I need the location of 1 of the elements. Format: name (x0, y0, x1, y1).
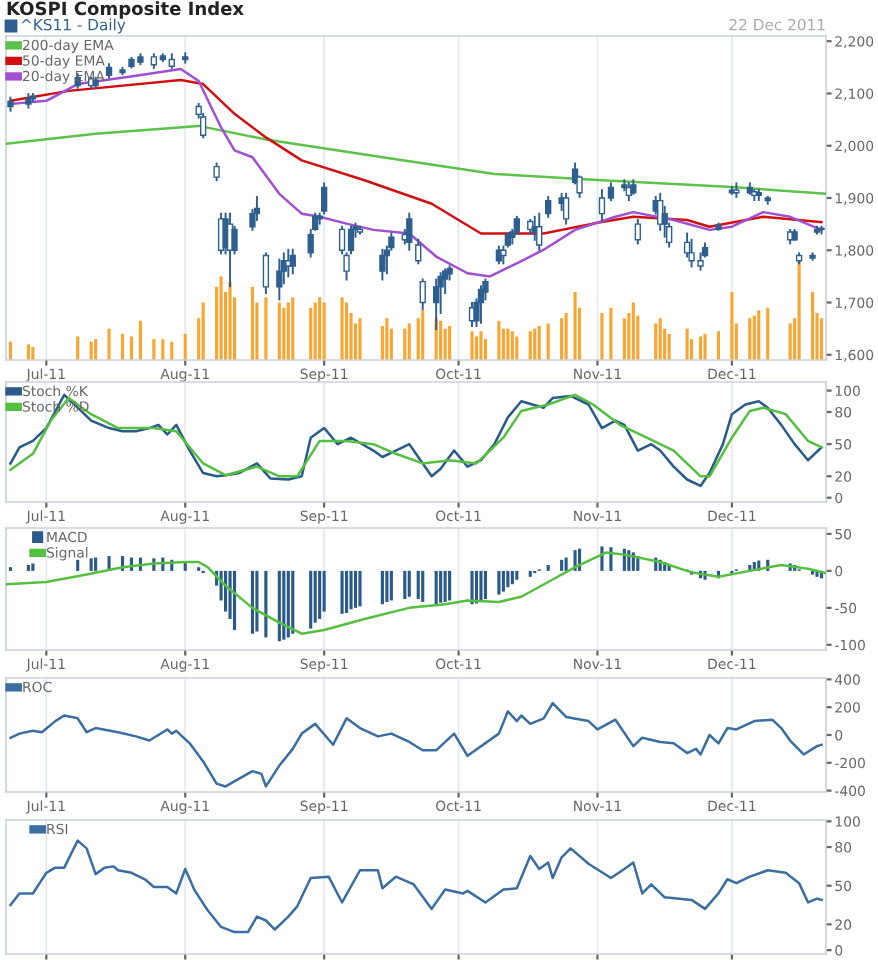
chart-title: KOSPI Composite Index (7, 1, 244, 19)
